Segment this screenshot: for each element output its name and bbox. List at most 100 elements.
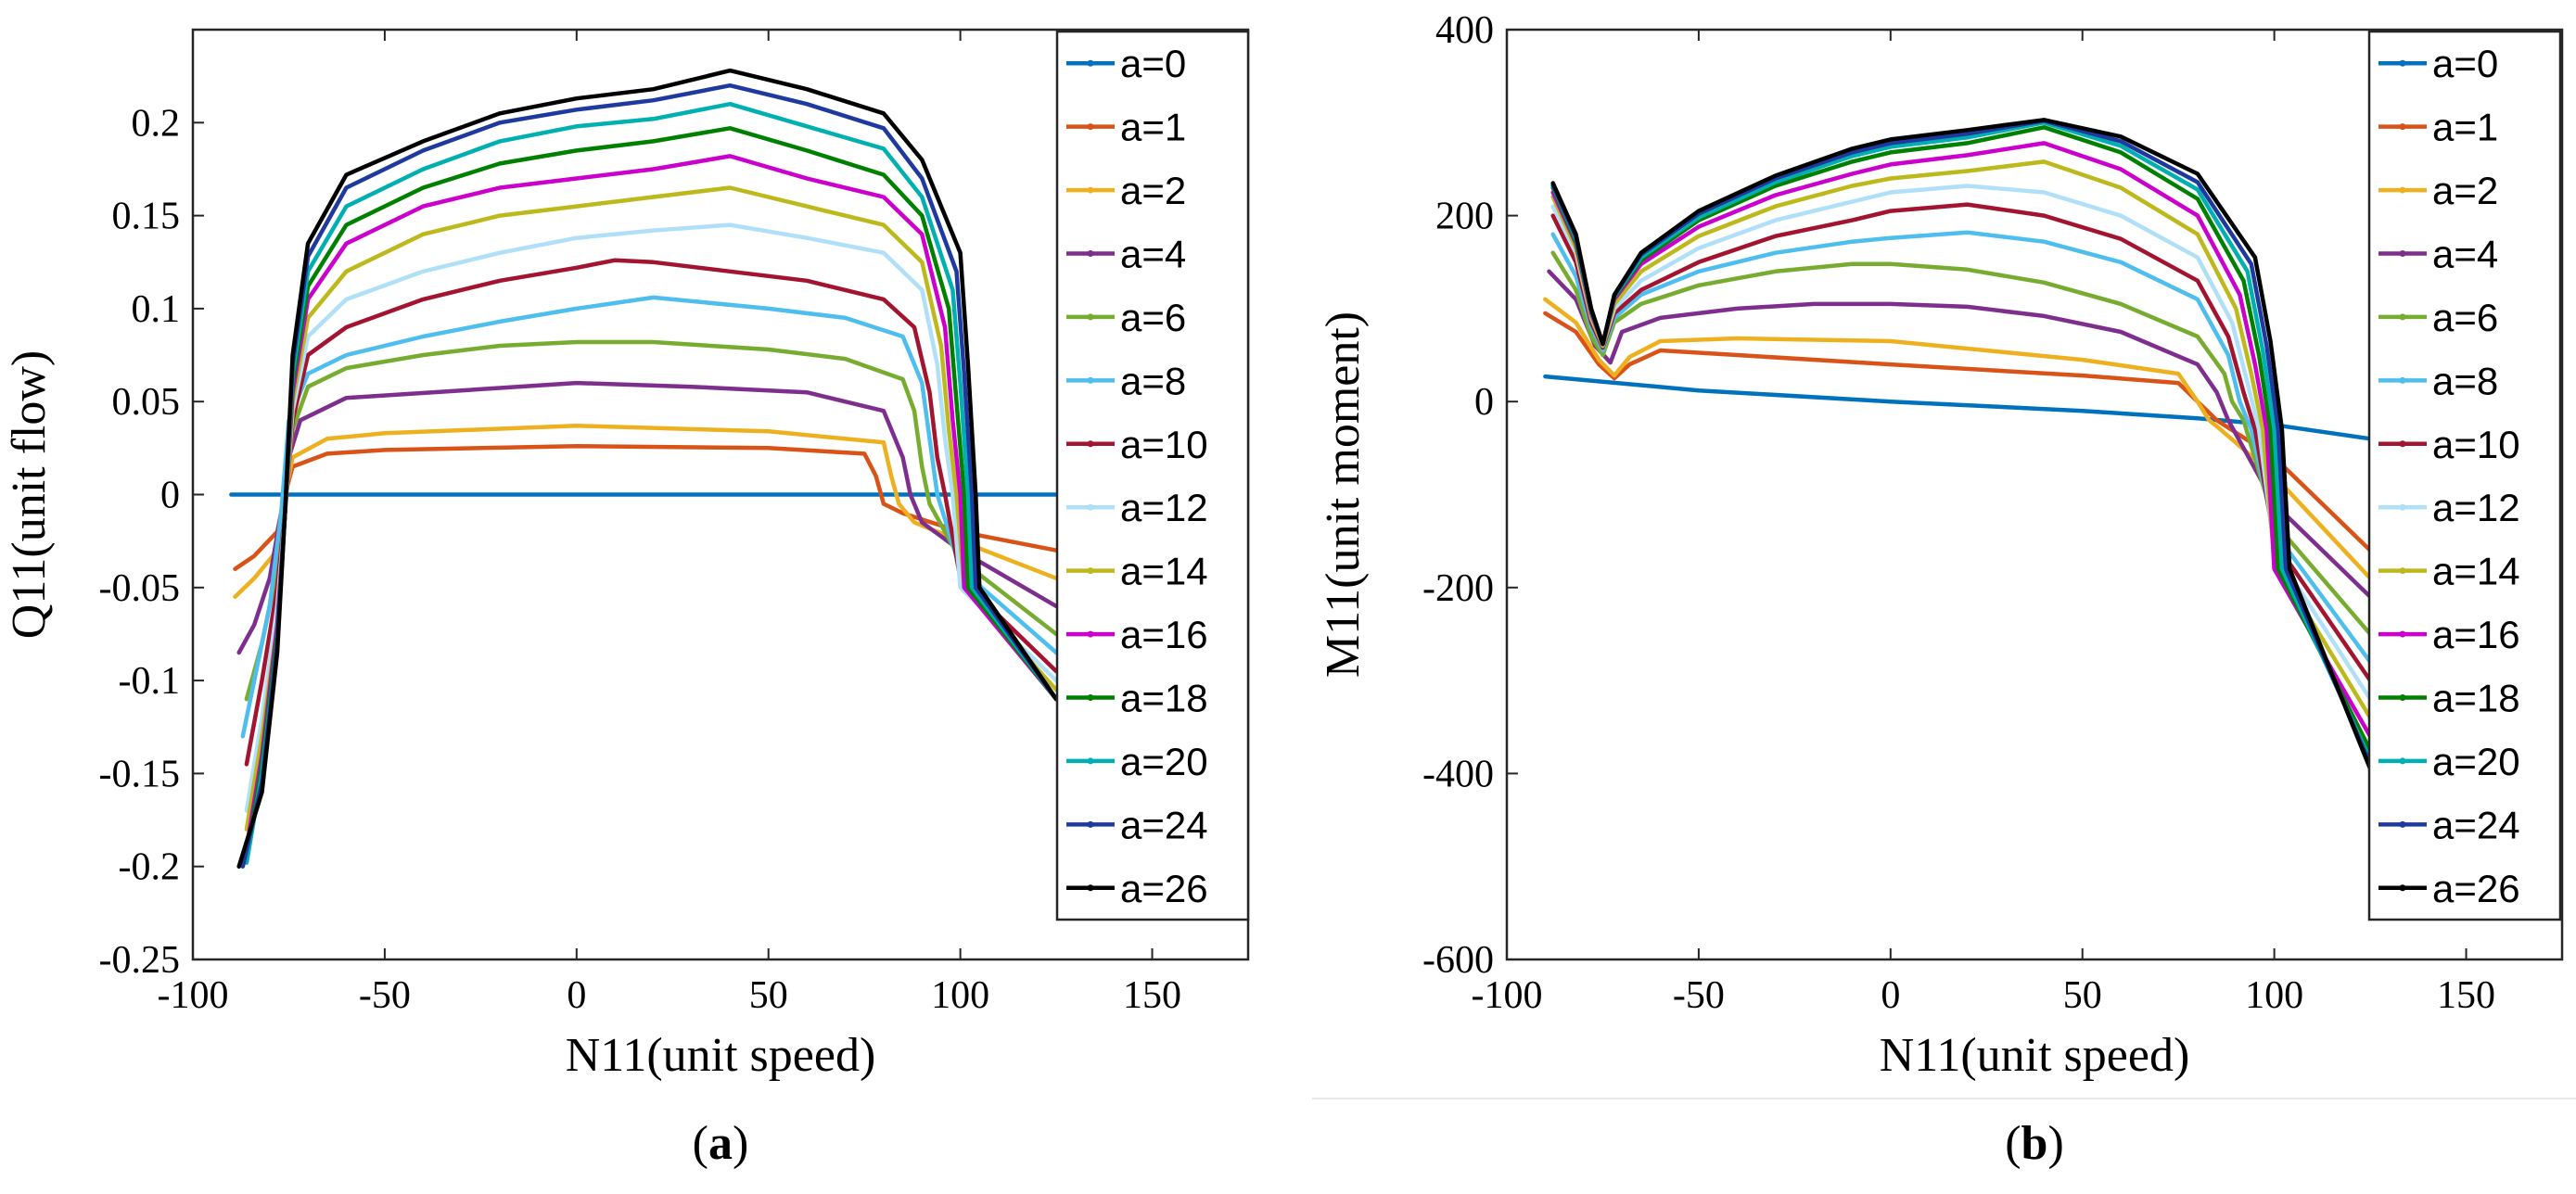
series-line-a=6 <box>1550 250 2373 637</box>
legend-marker <box>1087 440 1094 448</box>
x-tick-label: 0 <box>567 974 586 1017</box>
series-line-a=8 <box>1550 230 2373 665</box>
series-line-a=1 <box>1543 311 2373 553</box>
y-tick-label: -0.15 <box>99 753 181 795</box>
legend-entry: a=26 <box>2432 867 2520 910</box>
series-line-a=8 <box>240 295 1059 739</box>
legend-marker <box>1087 186 1094 194</box>
legend-marker <box>2399 503 2406 511</box>
y-axis-label: M11(unit moment) <box>1317 311 1370 678</box>
y-tick-label: -0.1 <box>119 660 181 703</box>
x-tick-label: 100 <box>931 974 989 1017</box>
legend-marker <box>1087 376 1094 384</box>
x-tick-label: 100 <box>2245 974 2303 1017</box>
legend-entry: a=14 <box>1120 550 1208 593</box>
y-tick-label: -400 <box>1422 753 1494 795</box>
legend-marker <box>2399 884 2406 892</box>
legend: a=0 a=1 a=2 a=4 a=6 a=8 a=10 a=12 a=14 a=16 a=18 a=… <box>2367 30 2562 921</box>
legend-marker <box>2399 250 2406 257</box>
y-tick-label: -0.25 <box>99 939 181 982</box>
legend-marker <box>1087 567 1094 575</box>
x-tick-label: 0 <box>1881 974 1900 1017</box>
series-line-a=4 <box>1547 269 2373 600</box>
legend-entry: a=14 <box>2432 550 2520 593</box>
y-axis-label: Q11(unit flow) <box>3 350 56 639</box>
legend-marker <box>2399 123 2406 131</box>
legend-entry: a=8 <box>1120 359 1186 402</box>
y-axis-ticks: -600 -400 -200 0 200 400 <box>1422 9 2562 982</box>
y-tick-label: -600 <box>1422 939 1494 982</box>
legend-marker <box>1087 757 1094 765</box>
legend-marker <box>1087 250 1094 257</box>
subfigure-label: (b) <box>2005 1117 2064 1170</box>
legend-marker <box>2399 59 2406 67</box>
x-tick-label: -50 <box>1673 974 1725 1017</box>
legend-marker <box>1087 820 1094 828</box>
legend-entry: a=2 <box>1120 169 1186 212</box>
legend-entry: a=6 <box>2432 296 2498 339</box>
y-tick-label: 0.05 <box>112 381 181 424</box>
legend-marker <box>2399 186 2406 194</box>
legend-marker <box>1087 123 1094 131</box>
chart-panel-a: -100 -50 0 50 100 150 -0.25 -0.2 -0.15 -0.1 -0.05 0… <box>3 28 1250 1170</box>
chart-panel-b: -100 -50 0 50 100 150 -600 -400 -200 0 200 400 N11(u… <box>1317 9 2564 1170</box>
legend-box <box>1055 30 1250 921</box>
x-axis-label: N11(unit speed) <box>566 1029 876 1082</box>
series-group <box>229 68 1059 869</box>
subfigure-paren-close: ) <box>2047 1117 2063 1170</box>
y-tick-label: 400 <box>1435 9 1494 52</box>
series-line-a=2 <box>1543 297 2373 581</box>
x-tick-label: 50 <box>2063 974 2102 1017</box>
subfigure-paren-close: ) <box>733 1117 748 1170</box>
subfigure-paren-open: ( <box>693 1117 708 1170</box>
y-tick-label: 0.2 <box>132 102 181 145</box>
y-tick-label: 0 <box>160 475 180 517</box>
legend-marker <box>1087 313 1094 321</box>
legend-entry: a=18 <box>2432 677 2520 720</box>
x-axis-ticks: -100 -50 0 50 100 150 <box>1472 30 2495 1017</box>
series-line-a=26 <box>236 68 1059 869</box>
legend-entry: a=24 <box>1120 803 1208 846</box>
x-axis-label: N11(unit speed) <box>1880 1029 2190 1082</box>
series-line-a=26 <box>1550 118 2373 771</box>
legend-box <box>2367 30 2562 921</box>
legend-marker <box>2399 757 2406 765</box>
legend-entry: a=20 <box>1120 740 1208 783</box>
y-axis-ticks: -0.25 -0.2 -0.15 -0.1 -0.05 0 0.05 0.1 0.15 0.2 <box>99 102 1248 982</box>
legend-entry: a=4 <box>1120 233 1186 276</box>
legend-entry: a=8 <box>2432 359 2498 402</box>
legend-marker <box>1087 630 1094 638</box>
legend-entry: a=0 <box>1120 42 1186 85</box>
y-tick-label: 0 <box>1474 381 1494 424</box>
legend-entry: a=18 <box>1120 677 1208 720</box>
legend-entry: a=12 <box>2432 486 2520 529</box>
legend-entry: a=2 <box>2432 169 2498 212</box>
legend-entry: a=16 <box>2432 613 2520 656</box>
x-tick-label: -100 <box>158 974 229 1017</box>
y-tick-label: 0.1 <box>132 288 181 331</box>
y-tick-label: -0.2 <box>119 846 181 889</box>
legend-entry: a=12 <box>1120 486 1208 529</box>
x-tick-label: 150 <box>2437 974 2495 1017</box>
legend-marker <box>2399 376 2406 384</box>
legend-entry: a=20 <box>2432 740 2520 783</box>
x-tick-label: -50 <box>359 974 411 1017</box>
legend-entry: a=26 <box>1120 867 1208 910</box>
y-tick-label: -0.05 <box>99 567 181 610</box>
series-group <box>1543 118 2373 771</box>
subfigure-paren-open: ( <box>2005 1117 2021 1170</box>
legend-entry: a=1 <box>1120 106 1186 149</box>
legend-marker <box>2399 820 2406 828</box>
legend-marker <box>2399 440 2406 448</box>
x-tick-label: -100 <box>1472 974 1543 1017</box>
x-axis-ticks: -100 -50 0 50 100 150 <box>158 30 1181 1017</box>
y-tick-label: 200 <box>1435 196 1494 238</box>
legend-entry: a=6 <box>1120 296 1186 339</box>
legend-marker <box>2399 313 2406 321</box>
legend-marker <box>1087 503 1094 511</box>
legend-entry: a=24 <box>2432 803 2520 846</box>
y-tick-label: -200 <box>1422 567 1494 610</box>
legend-entry: a=10 <box>1120 423 1208 466</box>
subfigure-letter: b <box>2021 1117 2048 1170</box>
